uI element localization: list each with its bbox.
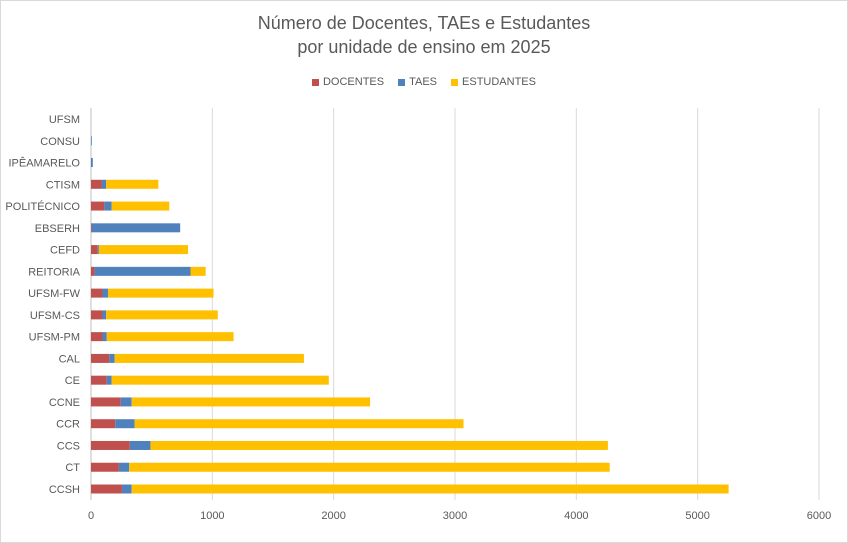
bar-segment-taes <box>115 419 135 429</box>
chart-title: Número de Docentes, TAEs e Estudantes <box>257 13 591 33</box>
bar-segment-estudantes <box>107 288 214 298</box>
y-category-label: CONSU <box>40 136 80 148</box>
bar-segment-docentes <box>91 266 95 276</box>
legend-item-estudantes: ESTUDANTES <box>451 76 536 88</box>
bar-segment-taes <box>120 397 132 407</box>
bar-segment-estudantes <box>129 462 610 472</box>
bar-segment-docentes <box>91 353 110 363</box>
x-tick-label: 3000 <box>443 510 467 522</box>
bar-segment-estudantes <box>134 419 464 429</box>
chart-legend: DOCENTES TAES ESTUDANTES <box>0 76 848 88</box>
bar-segment-docentes <box>91 245 98 255</box>
bar-segment-docentes <box>91 201 105 211</box>
legend-label-taes: TAES <box>409 76 438 88</box>
bar-segment-estudantes <box>106 179 159 189</box>
legend-item-taes: TAES <box>398 76 437 88</box>
y-category-label: UFSM-PM <box>29 332 80 344</box>
bar-segment-estudantes <box>131 397 371 407</box>
bar-segment-estudantes <box>98 245 189 255</box>
bar-segment-docentes <box>91 462 119 472</box>
bar-segment-docentes <box>91 332 103 342</box>
bar-segment-docentes <box>91 440 130 450</box>
legend-label-docentes: DOCENTES <box>322 76 385 88</box>
bar-segment-taes <box>91 158 93 168</box>
y-category-label: UFSM-FW <box>28 288 81 300</box>
y-category-label: REITORIA <box>28 266 80 278</box>
legend-swatch-estudantes <box>451 78 459 86</box>
bar-segment-estudantes <box>190 266 206 276</box>
bar-segment-taes <box>118 462 130 472</box>
bar-segment-taes <box>97 245 99 255</box>
bar-segment-taes <box>106 375 112 385</box>
bar-segment-docentes <box>91 223 92 233</box>
x-tick-label: 6000 <box>807 510 831 522</box>
bar-segment-taes <box>129 440 151 450</box>
x-tick-label: 5000 <box>685 510 709 522</box>
bar-segment-taes <box>91 136 92 146</box>
x-tick-label: 2000 <box>321 510 345 522</box>
legend-label-estudantes: ESTUDANTES <box>462 76 536 88</box>
bar-segment-docentes <box>91 397 121 407</box>
y-category-label: UFSM-CS <box>30 310 80 322</box>
y-category-label: IPÊAMARELO <box>8 157 80 170</box>
y-category-label: CTISM <box>46 179 80 191</box>
bar-segment-docentes <box>91 419 116 429</box>
chart-subtitle: por unidade de ensino em 2025 <box>297 37 551 57</box>
x-tick-label: 0 <box>88 510 94 522</box>
legend-swatch-docentes <box>311 78 319 86</box>
legend-swatch-taes <box>398 78 406 86</box>
bar-segment-taes <box>109 353 115 363</box>
x-tick-label: 1000 <box>200 510 224 522</box>
legend-item-docentes: DOCENTES <box>311 76 385 88</box>
bar-segment-estudantes <box>111 375 329 385</box>
bar-segment-estudantes <box>131 484 729 494</box>
bar-segment-estudantes <box>106 332 234 342</box>
y-category-label: EBSERH <box>35 223 80 235</box>
y-category-label: POLITÉCNICO <box>5 200 80 213</box>
bar-segment-taes <box>94 266 191 276</box>
bar-segment-docentes <box>91 310 103 320</box>
y-category-label: UFSM <box>49 114 80 126</box>
bar-segment-taes <box>91 223 181 233</box>
y-category-label: CCR <box>56 419 80 431</box>
y-category-label: CE <box>65 375 80 387</box>
bar-segment-taes <box>102 288 108 298</box>
bar-segment-taes <box>121 484 132 494</box>
y-category-label: CCSH <box>49 484 80 496</box>
y-category-label: CAL <box>59 353 80 365</box>
bar-segment-docentes <box>91 288 103 298</box>
bar-segment-taes <box>102 310 107 320</box>
bar-segment-taes <box>104 201 112 211</box>
y-category-label: CCS <box>57 440 80 452</box>
bar-segment-docentes <box>91 179 102 189</box>
bar-segment-taes <box>101 179 107 189</box>
y-category-label: CEFD <box>50 245 80 257</box>
bar-segment-docentes <box>91 484 122 494</box>
x-tick-label: 4000 <box>564 510 588 522</box>
bar-segment-docentes <box>91 375 107 385</box>
bar-segment-taes <box>102 332 107 342</box>
bar-segment-estudantes <box>106 310 218 320</box>
bar-segment-estudantes <box>114 353 304 363</box>
bar-segment-estudantes <box>150 440 608 450</box>
bar-segment-estudantes <box>111 201 170 211</box>
y-category-label: CCNE <box>49 397 80 409</box>
y-category-label: CT <box>65 462 80 474</box>
